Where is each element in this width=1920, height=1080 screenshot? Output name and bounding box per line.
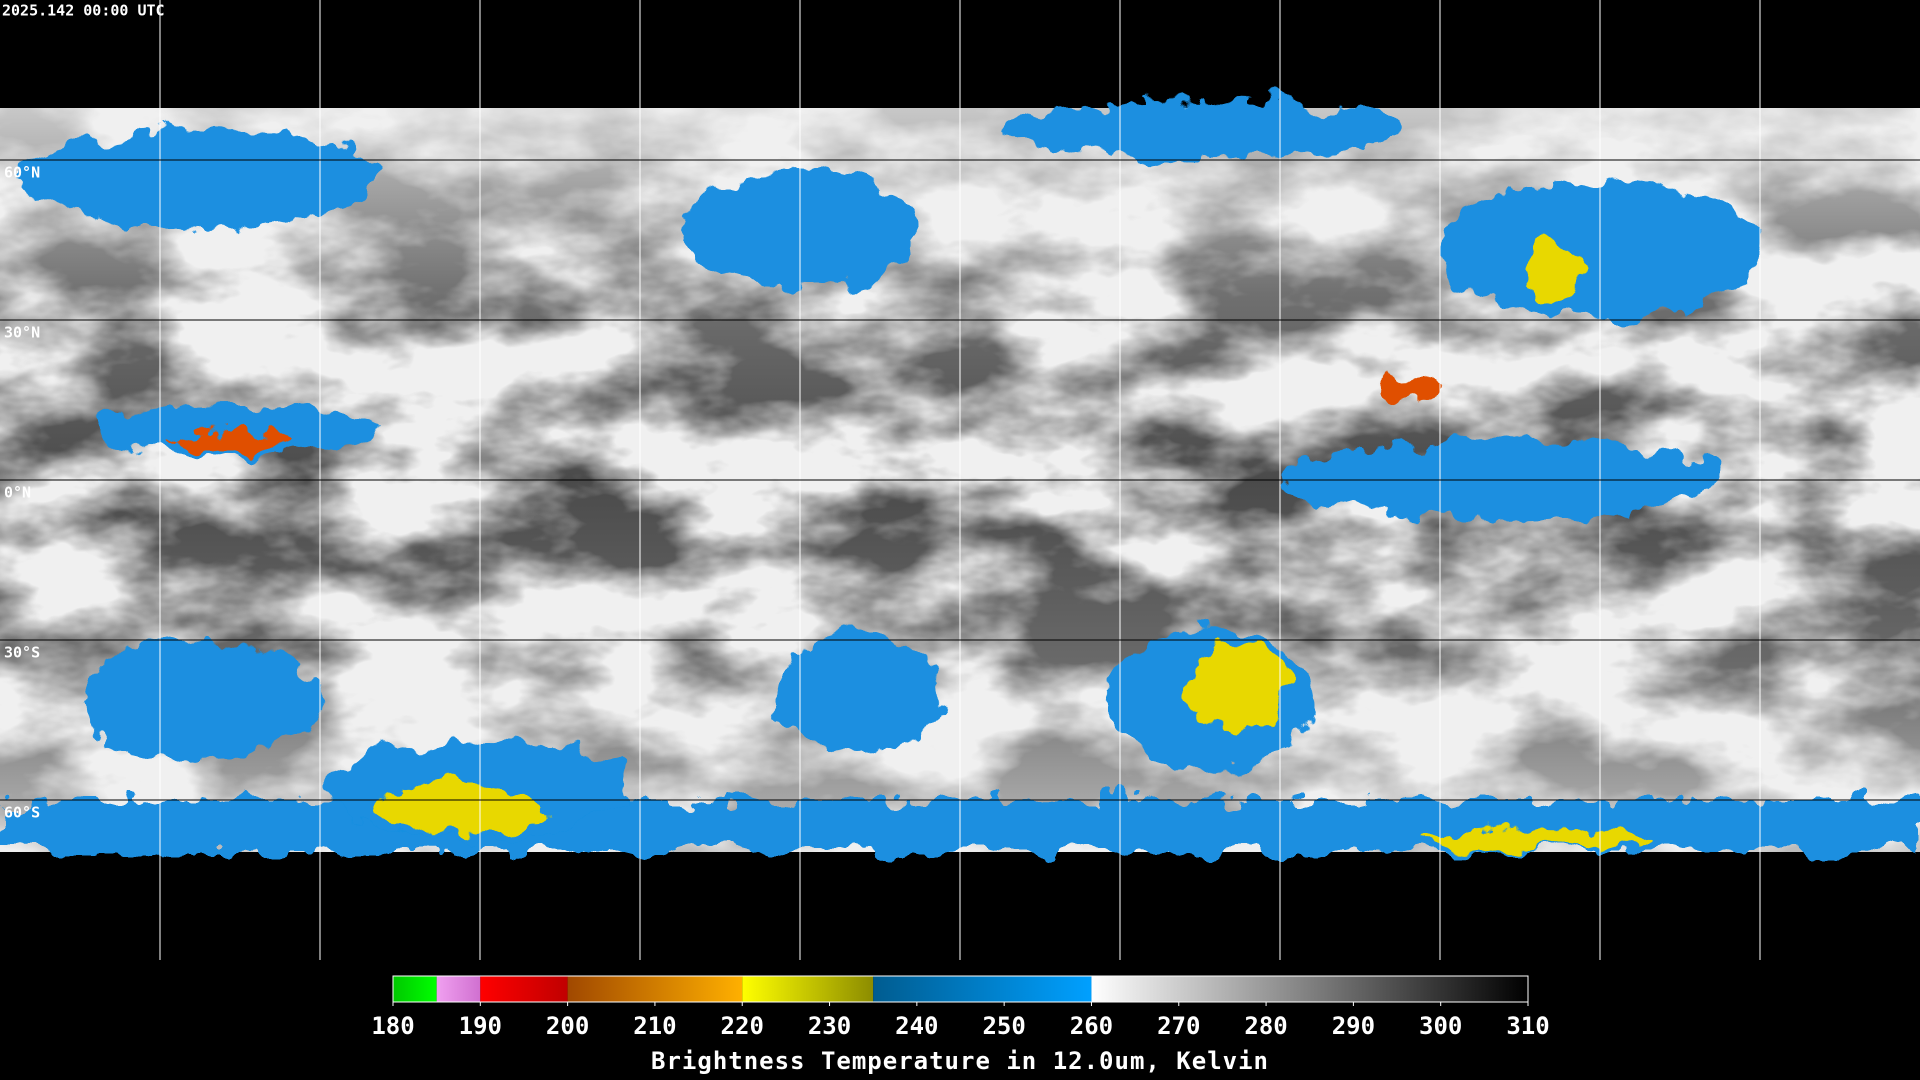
colorbar-segment [393,976,437,1002]
colorbar-tick-label: 280 [1244,1012,1287,1040]
latitude-label: 30°N [4,324,40,342]
latitude-label: 0°N [4,484,31,502]
colorbar-tick-label: 220 [721,1012,764,1040]
colorbar-tick-label: 290 [1332,1012,1375,1040]
colorbar-tick-label: 300 [1419,1012,1462,1040]
colorbar-tick-label: 200 [546,1012,589,1040]
timestamp: 2025.142 00:00 UTC [2,2,165,20]
colorbar-tick-label: 250 [982,1012,1025,1040]
colorbar-segment [742,976,874,1002]
colorbar-tick-label: 240 [895,1012,938,1040]
latitude-labels: 60°N 30°N 0°N 30°S 60°S [4,164,40,822]
colorbar-tick-label: 230 [808,1012,851,1040]
colorbar-segment [873,976,1092,1002]
colorbar-frame [392,975,1529,1003]
colorbar-segment [1091,976,1528,1002]
colorbar-tick-label: 210 [633,1012,676,1040]
colorbar-tick-label: 190 [459,1012,502,1040]
colorbar-title: Brightness Temperature in 12.0um, Kelvin [651,1047,1269,1075]
latitude-label: 60°S [4,804,40,822]
colorbar-tick-label: 260 [1070,1012,1113,1040]
colorbar-segment [567,976,743,1002]
latitude-label: 60°N [4,164,40,182]
colorbar-segment [480,976,568,1002]
colorbar-tick-label: 310 [1506,1012,1549,1040]
colorbar: 180 190 200 210 220 230 240 250 260 270 280 290 300 3… [371,975,1550,1040]
colorbar-tick-label: 270 [1157,1012,1200,1040]
graticule [159,0,1761,960]
latitude-label: 30°S [4,644,40,662]
colorbar-tick-label: 180 [371,1012,414,1040]
colorbar-segment [436,976,481,1002]
